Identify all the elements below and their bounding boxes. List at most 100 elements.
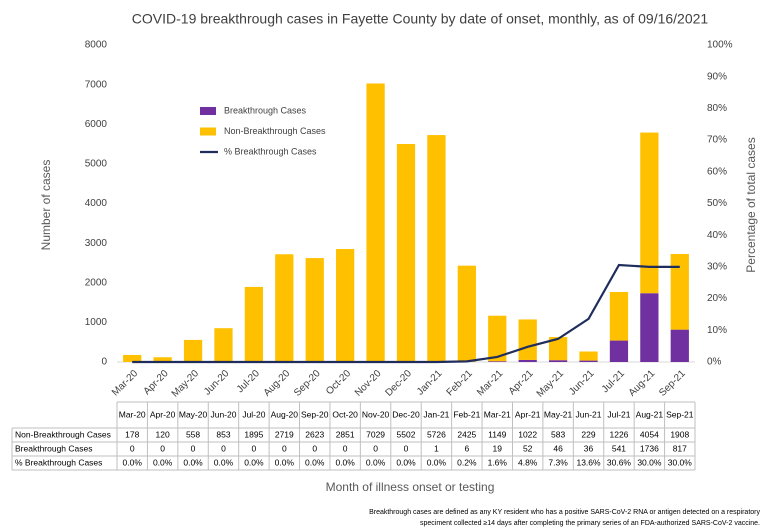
bar bbox=[488, 315, 507, 362]
bar bbox=[214, 328, 233, 362]
table-cell: 1 bbox=[434, 443, 439, 453]
table-cell: 0.0% bbox=[123, 457, 143, 467]
bar bbox=[183, 339, 203, 362]
table-cell: 0.2% bbox=[457, 457, 477, 467]
x-tick-label: Apr-21 bbox=[507, 368, 536, 397]
x-tick-label: Jun-21 bbox=[567, 368, 597, 398]
table-cell: 52 bbox=[523, 443, 533, 453]
y2-tick-label: 90% bbox=[707, 71, 727, 82]
y-tick-label: 4000 bbox=[85, 198, 108, 209]
x-tick-label: Feb-21 bbox=[445, 368, 475, 398]
y-tick-label: 0 bbox=[101, 357, 107, 368]
table-header: Dec-20 bbox=[392, 409, 420, 419]
table-cell: 30.0% bbox=[637, 457, 662, 467]
table-row-label: % Breakthrough Cases bbox=[15, 457, 102, 467]
table-cell: 1736 bbox=[640, 443, 659, 453]
table-cell: 6 bbox=[464, 443, 469, 453]
table-header: Nov-20 bbox=[362, 409, 390, 419]
table-cell: 0.0% bbox=[427, 457, 447, 467]
table-header: May-20 bbox=[179, 409, 208, 419]
bar bbox=[518, 359, 537, 362]
y2-tick-label: 40% bbox=[707, 230, 727, 241]
table-cell: 0.0% bbox=[244, 457, 264, 467]
y-tick-label: 7000 bbox=[85, 79, 108, 90]
chart-title: COVID-19 breakthrough cases in Fayette C… bbox=[132, 11, 709, 27]
bar bbox=[579, 360, 598, 362]
x-tick-label: Jul-21 bbox=[600, 368, 627, 395]
table-cell: 0 bbox=[282, 443, 287, 453]
bar bbox=[548, 360, 568, 362]
table-cell: 0 bbox=[252, 443, 257, 453]
table-row-label: Non-Breakthrough Cases bbox=[15, 429, 111, 439]
table-cell: 541 bbox=[612, 443, 626, 453]
legend-label: Breakthrough Cases bbox=[224, 105, 307, 115]
table-header: Jun-20 bbox=[210, 409, 236, 419]
y2-tick-label: 30% bbox=[707, 262, 727, 273]
table-header: Sep-20 bbox=[301, 409, 329, 419]
y2-tick-label: 60% bbox=[707, 166, 727, 177]
table-cell: 4.8% bbox=[518, 457, 538, 467]
table-cell: 1226 bbox=[609, 429, 628, 439]
bar bbox=[670, 254, 689, 330]
table-cell: 0.0% bbox=[396, 457, 416, 467]
x-tick-label: Sep-20 bbox=[292, 368, 323, 399]
table-cell: 4054 bbox=[640, 429, 659, 439]
table-cell: 0 bbox=[343, 443, 348, 453]
table-row-label: Breakthrough Cases bbox=[15, 443, 93, 453]
table-cell: 36 bbox=[584, 443, 594, 453]
y2-tick-label: 50% bbox=[707, 198, 727, 209]
table-header: Sep-21 bbox=[666, 409, 694, 419]
table-cell: 0.0% bbox=[275, 457, 295, 467]
table-cell: 2623 bbox=[305, 429, 324, 439]
legend-swatch bbox=[200, 127, 216, 136]
table-cell: 558 bbox=[186, 429, 200, 439]
table-header: Jun-21 bbox=[576, 409, 602, 419]
x-tick-label: May-21 bbox=[535, 368, 567, 400]
y2-tick-label: 80% bbox=[707, 103, 727, 114]
table-cell: 0 bbox=[130, 443, 135, 453]
table-header: Apr-20 bbox=[150, 409, 176, 419]
table-cell: 1149 bbox=[488, 429, 507, 439]
bar bbox=[366, 83, 385, 362]
table-cell: 2425 bbox=[457, 429, 476, 439]
table-cell: 1895 bbox=[244, 429, 263, 439]
y2-tick-label: 10% bbox=[707, 325, 727, 336]
table-cell: 46 bbox=[553, 443, 563, 453]
table-cell: 0.0% bbox=[153, 457, 173, 467]
x-tick-label: Mar-20 bbox=[110, 368, 140, 398]
y2-tick-label: 0% bbox=[707, 357, 722, 368]
table-header: Mar-20 bbox=[119, 409, 146, 419]
bar bbox=[640, 293, 659, 362]
x-tick-label: May-20 bbox=[170, 368, 202, 400]
bar bbox=[640, 132, 659, 294]
line bbox=[132, 263, 680, 364]
y-tick-label: 8000 bbox=[85, 40, 108, 51]
y-tick-label: 5000 bbox=[85, 159, 108, 170]
table-header: Jan-21 bbox=[423, 409, 449, 419]
x-tick-label: Dec-20 bbox=[383, 368, 414, 399]
table-cell: 30.0% bbox=[668, 457, 693, 467]
legend-label: Non-Breakthrough Cases bbox=[224, 126, 326, 136]
bar bbox=[123, 354, 142, 362]
x-tick-label: Jul-20 bbox=[235, 368, 262, 395]
bar bbox=[275, 254, 294, 362]
table-header: Jul-20 bbox=[242, 409, 265, 419]
y2-tick-label: 20% bbox=[707, 293, 727, 304]
x-tick-label: Aug-20 bbox=[262, 368, 293, 399]
bar bbox=[609, 340, 629, 362]
bar bbox=[336, 249, 355, 362]
table-cell: 30.6% bbox=[607, 457, 632, 467]
bar bbox=[153, 357, 172, 362]
x-tick-label: Oct-20 bbox=[324, 368, 353, 397]
table-cell: 5502 bbox=[397, 429, 416, 439]
table-cell: 0 bbox=[191, 443, 196, 453]
table-header: Aug-20 bbox=[271, 409, 299, 419]
bar bbox=[396, 143, 416, 362]
y-tick-label: 2000 bbox=[85, 277, 108, 288]
table-cell: 0 bbox=[221, 443, 226, 453]
x-tick-label: Nov-20 bbox=[353, 368, 384, 399]
table-cell: 7029 bbox=[366, 429, 385, 439]
table-cell: 2851 bbox=[336, 429, 355, 439]
table-cell: 5726 bbox=[427, 429, 446, 439]
